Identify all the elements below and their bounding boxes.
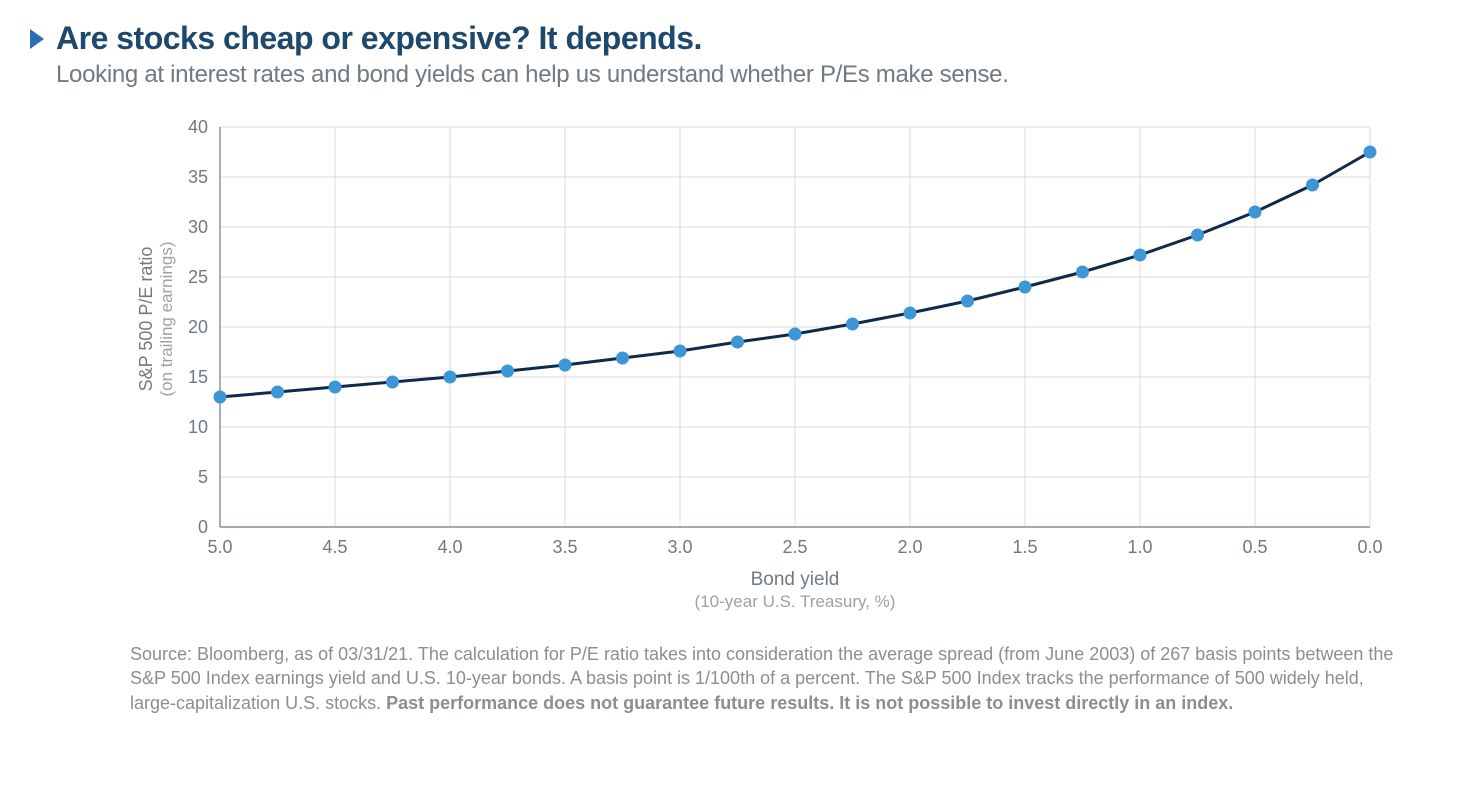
line-chart: 0 5 10 15 20 25 30 35 40 5.0 4.5 4.0 3.5 3.0 2.5 2.0 1.5…	[130, 107, 1390, 617]
svg-text:0.5: 0.5	[1242, 537, 1267, 557]
svg-text:35: 35	[188, 167, 208, 187]
svg-text:20: 20	[188, 317, 208, 337]
footnote-bold: Past performance does not guarantee futu…	[386, 693, 1233, 713]
chart-container: 0 5 10 15 20 25 30 35 40 5.0 4.5 4.0 3.5 3.0 2.5 2.0 1.5…	[130, 107, 1428, 622]
footnote: Source: Bloomberg, as of 03/31/21. The c…	[130, 642, 1398, 715]
svg-text:2.5: 2.5	[782, 537, 807, 557]
arrow-right-icon	[30, 29, 44, 49]
svg-text:1.0: 1.0	[1127, 537, 1152, 557]
page-title: Are stocks cheap or expensive? It depend…	[56, 20, 702, 57]
svg-text:3.5: 3.5	[552, 537, 577, 557]
svg-text:1.5: 1.5	[1012, 537, 1037, 557]
svg-text:4.0: 4.0	[437, 537, 462, 557]
svg-text:(10-year U.S. Treasury, %): (10-year U.S. Treasury, %)	[695, 592, 896, 611]
svg-text:40: 40	[188, 117, 208, 137]
svg-text:5.0: 5.0	[207, 537, 232, 557]
svg-text:25: 25	[188, 267, 208, 287]
svg-text:0.0: 0.0	[1357, 537, 1382, 557]
svg-text:2.0: 2.0	[897, 537, 922, 557]
svg-text:S&P 500 P/E ratio: S&P 500 P/E ratio	[136, 247, 156, 392]
svg-text:0: 0	[198, 517, 208, 537]
svg-text:30: 30	[188, 217, 208, 237]
svg-text:3.0: 3.0	[667, 537, 692, 557]
svg-text:4.5: 4.5	[322, 537, 347, 557]
page-subtitle: Looking at interest rates and bond yield…	[56, 61, 1428, 89]
svg-text:15: 15	[188, 367, 208, 387]
svg-text:10: 10	[188, 417, 208, 437]
svg-text:Bond yield: Bond yield	[751, 569, 840, 590]
svg-text:(on trailing earnings): (on trailing earnings)	[157, 242, 176, 397]
header-row: Are stocks cheap or expensive? It depend…	[30, 20, 1428, 57]
svg-text:5: 5	[198, 467, 208, 487]
